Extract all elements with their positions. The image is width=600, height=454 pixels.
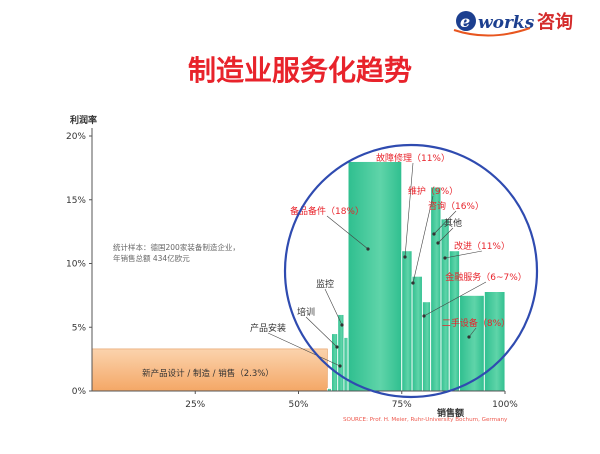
leader-dot: [422, 314, 426, 318]
x-tick-label: 75%: [392, 400, 412, 410]
segment-label: 故障修理（11%）: [376, 152, 450, 164]
logo-swoosh: [453, 27, 531, 37]
x-tick-label: 50%: [288, 400, 308, 410]
source-note: SOURCE: Prof. H. Meier, Ruhr-University …: [343, 417, 508, 423]
sample-note-line-1: 统计样本：德国200家装备制造企业，: [113, 242, 240, 252]
leader-dot: [467, 335, 471, 339]
leader-line: [444, 250, 483, 259]
segment-label: 产品安装: [250, 322, 286, 334]
leader-dot: [335, 345, 339, 349]
sample-note-line-2: 年销售总额 434亿欧元: [113, 253, 190, 263]
logo-brand: 咨询: [537, 11, 573, 33]
leader-line: [423, 281, 487, 317]
segment-label: 金融服务（6~7%）: [445, 271, 527, 283]
bar-segment-7: [411, 275, 423, 392]
logo-e-badge: [456, 11, 476, 31]
leader-dot: [403, 255, 407, 259]
y-tick-label: 10%: [66, 260, 86, 270]
leader-line: [404, 162, 414, 258]
leader-dot: [432, 232, 436, 236]
leader-line: [468, 327, 477, 338]
highlight-circle: [283, 143, 539, 399]
segment-label: 维护（9%）: [408, 185, 458, 197]
leader-line: [326, 215, 369, 250]
bar-segment-13: [483, 291, 506, 392]
leader-line: [324, 288, 343, 326]
leader-dot: [443, 256, 447, 260]
bar-segment-10: [440, 218, 450, 392]
x-tick-label: 100%: [492, 400, 518, 410]
segment-label: 新产品设计 / 制造 / 销售（2.3%）: [142, 368, 274, 379]
bar-segment-4: [343, 337, 349, 392]
logo-word: works: [478, 13, 535, 33]
x-axis-label: 销售额: [437, 407, 464, 419]
leader-line: [267, 332, 341, 367]
segment-label: 培训: [297, 306, 315, 318]
leader-dot: [411, 281, 415, 285]
segment-label: 备品备件（18%）: [290, 205, 364, 217]
bar-segment-6: [401, 250, 413, 392]
leader-dot: [366, 247, 370, 251]
y-tick-label: 20%: [66, 132, 86, 142]
eworks-logo: e works 咨询: [453, 11, 573, 37]
segment-label: 改进（11%）: [454, 240, 510, 252]
segment-label: 监控: [316, 278, 334, 290]
leader-dot: [338, 364, 342, 368]
segment-label: 咨询（16%）: [428, 200, 484, 212]
leader-line: [433, 210, 457, 235]
leader-line: [412, 195, 434, 284]
y-tick-label: 15%: [66, 196, 86, 206]
y-tick-label: 0%: [72, 387, 87, 397]
y-tick-label: 5%: [72, 323, 87, 333]
leader-line: [437, 227, 454, 244]
logo-mark: e: [460, 12, 470, 31]
leader-dot: [436, 241, 440, 245]
bar-segment-5: [347, 161, 403, 392]
segment-label: 二手设备（8%）: [442, 317, 510, 329]
axes-layer: 0% 5% 10% 15% 20% 25% 50% 75% 100%: [66, 128, 518, 410]
y-axis-label: 利润率: [69, 114, 97, 126]
leader-dot: [340, 323, 344, 327]
segment-label: 其他: [444, 217, 462, 229]
chart-title: 制造业服务化趋势: [188, 54, 412, 87]
bar-segment-9: [430, 186, 442, 392]
leader-line: [305, 316, 338, 348]
x-tick-label: 25%: [185, 400, 205, 410]
